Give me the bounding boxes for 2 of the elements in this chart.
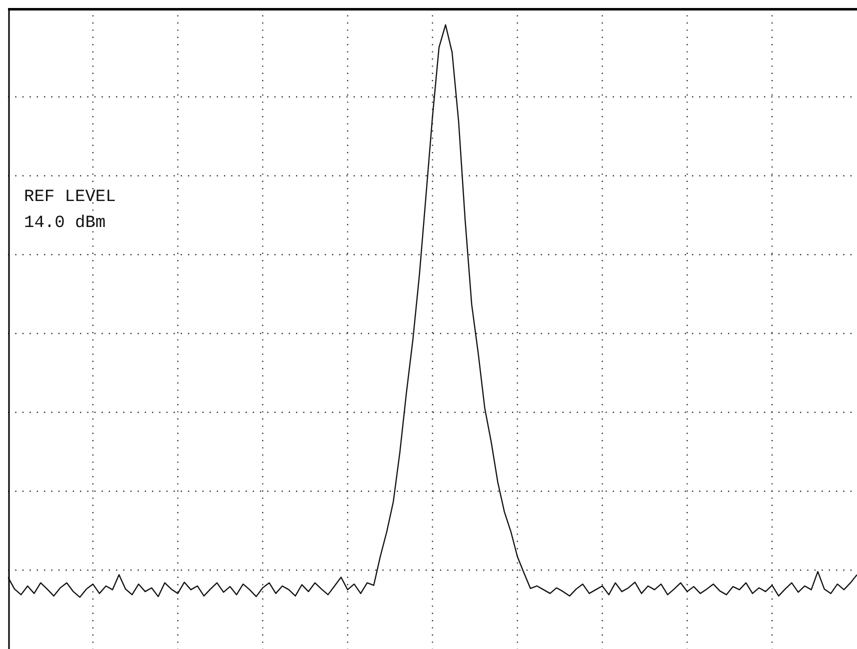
annotation: 14.0 dBm <box>24 214 106 233</box>
annotation: REF LEVEL <box>24 188 116 207</box>
